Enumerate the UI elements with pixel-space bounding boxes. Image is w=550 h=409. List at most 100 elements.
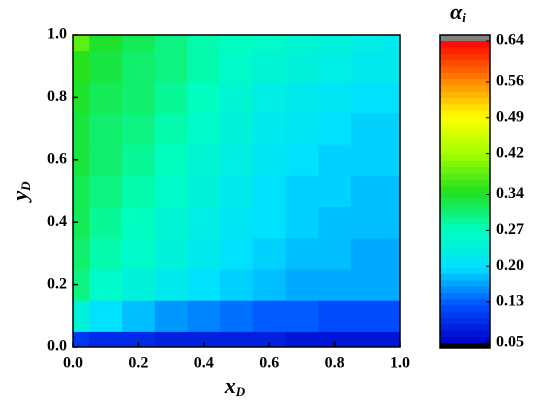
y-axis-label: yD	[7, 181, 33, 204]
colorbar-level	[440, 47, 490, 54]
heat-cell	[154, 331, 188, 347]
heat-cell	[122, 300, 156, 332]
colorbar-level	[440, 129, 490, 136]
heat-cell	[350, 175, 385, 208]
heat-cell	[285, 300, 319, 332]
heat-cell	[220, 237, 254, 270]
heat-cell	[89, 50, 123, 83]
colorbar-tick-label: 0.49	[496, 108, 524, 125]
colorbar-level	[440, 242, 490, 250]
heat-cell	[350, 81, 385, 114]
heat-cell	[122, 144, 156, 176]
heat-cell	[285, 113, 319, 145]
colorbar-level	[440, 85, 490, 92]
heat-cell	[122, 237, 156, 270]
heat-cell	[285, 331, 319, 347]
colorbar-level	[440, 135, 490, 143]
heatmap	[73, 35, 400, 347]
heat-cell	[318, 300, 352, 332]
heat-cell	[252, 113, 287, 145]
y-tick-label: 0.4	[47, 213, 67, 230]
colorbar-label: αi	[450, 0, 466, 25]
colorbar-level	[440, 160, 490, 168]
plot-frame	[72, 34, 401, 348]
heat-cell	[383, 35, 400, 52]
colorbar-level	[440, 147, 490, 155]
heat-cell	[73, 50, 90, 83]
colorbar-level	[440, 166, 490, 174]
heat-cell	[318, 81, 352, 114]
colorbar-level	[440, 204, 490, 212]
heat-cell	[318, 35, 352, 52]
heat-cell	[187, 269, 221, 301]
heat-cell	[220, 206, 254, 239]
colorbar-level	[440, 72, 490, 80]
colorbar-level	[440, 97, 490, 105]
heat-cell	[154, 175, 188, 208]
heat-cell	[122, 206, 156, 239]
colorbar-level	[440, 286, 490, 294]
heat-cell	[187, 331, 221, 347]
heat-cell	[318, 331, 352, 347]
heat-cell	[318, 237, 352, 270]
heat-cell	[89, 175, 123, 208]
heat-cell	[220, 81, 254, 114]
colorbar-level	[440, 110, 490, 117]
colorbar-level	[440, 210, 490, 218]
heat-cell	[187, 175, 221, 208]
heat-cell	[122, 35, 156, 52]
heat-cell	[73, 144, 90, 176]
heat-cell	[220, 50, 254, 83]
colorbar-level	[440, 236, 490, 243]
heat-cell	[154, 269, 188, 301]
heat-cell	[89, 144, 123, 176]
heat-cell	[350, 331, 385, 347]
heat-cell	[220, 300, 254, 332]
heat-cell	[383, 113, 400, 145]
colorbar-level	[440, 122, 490, 130]
colorbar-level	[440, 154, 490, 161]
heat-cell	[350, 113, 385, 145]
colorbar-level	[440, 59, 490, 67]
heat-cell	[187, 237, 221, 270]
heat-cell	[122, 50, 156, 83]
heat-cell	[187, 35, 221, 52]
x-tick-label: 1.0	[390, 355, 410, 372]
colorbar-level	[440, 103, 490, 111]
heat-cell	[154, 237, 188, 270]
heat-cell	[318, 175, 352, 208]
y-tick-label: 0.8	[47, 88, 67, 105]
heat-cell	[383, 331, 400, 347]
y-tick-label: 0.2	[47, 275, 67, 292]
colorbar-level	[440, 336, 490, 344]
colorbar-tick-label: 0.13	[496, 293, 524, 310]
colorbar-tick-label: 0.34	[496, 185, 524, 202]
heat-cell	[122, 81, 156, 114]
heat-cell	[89, 81, 123, 114]
colorbar-level	[440, 248, 490, 256]
y-tick-label: 0.6	[47, 150, 67, 167]
heat-cell	[73, 206, 90, 239]
heat-cell	[89, 237, 123, 270]
heat-cell	[252, 50, 287, 83]
colorbar-under	[440, 343, 490, 348]
colorbar-level	[440, 298, 490, 306]
heat-cell	[220, 269, 254, 301]
colorbar-level	[440, 330, 490, 338]
y-tick-label: 1.0	[47, 26, 67, 43]
heat-cell	[122, 113, 156, 145]
heat-cell	[252, 35, 287, 52]
heat-cell	[73, 331, 90, 347]
heat-cell	[318, 206, 352, 239]
heat-cell	[154, 300, 188, 332]
heat-cell	[89, 331, 123, 347]
heat-cell	[122, 269, 156, 301]
colorbar-level	[440, 78, 490, 86]
colorbar-tick-label: 0.05	[496, 334, 524, 351]
colorbar-level	[440, 53, 490, 61]
heat-cell	[285, 237, 319, 270]
colorbar-level	[440, 91, 490, 99]
colorbar-frame	[439, 34, 491, 349]
heat-cell	[383, 144, 400, 176]
x-tick-label: 0.0	[63, 355, 83, 372]
